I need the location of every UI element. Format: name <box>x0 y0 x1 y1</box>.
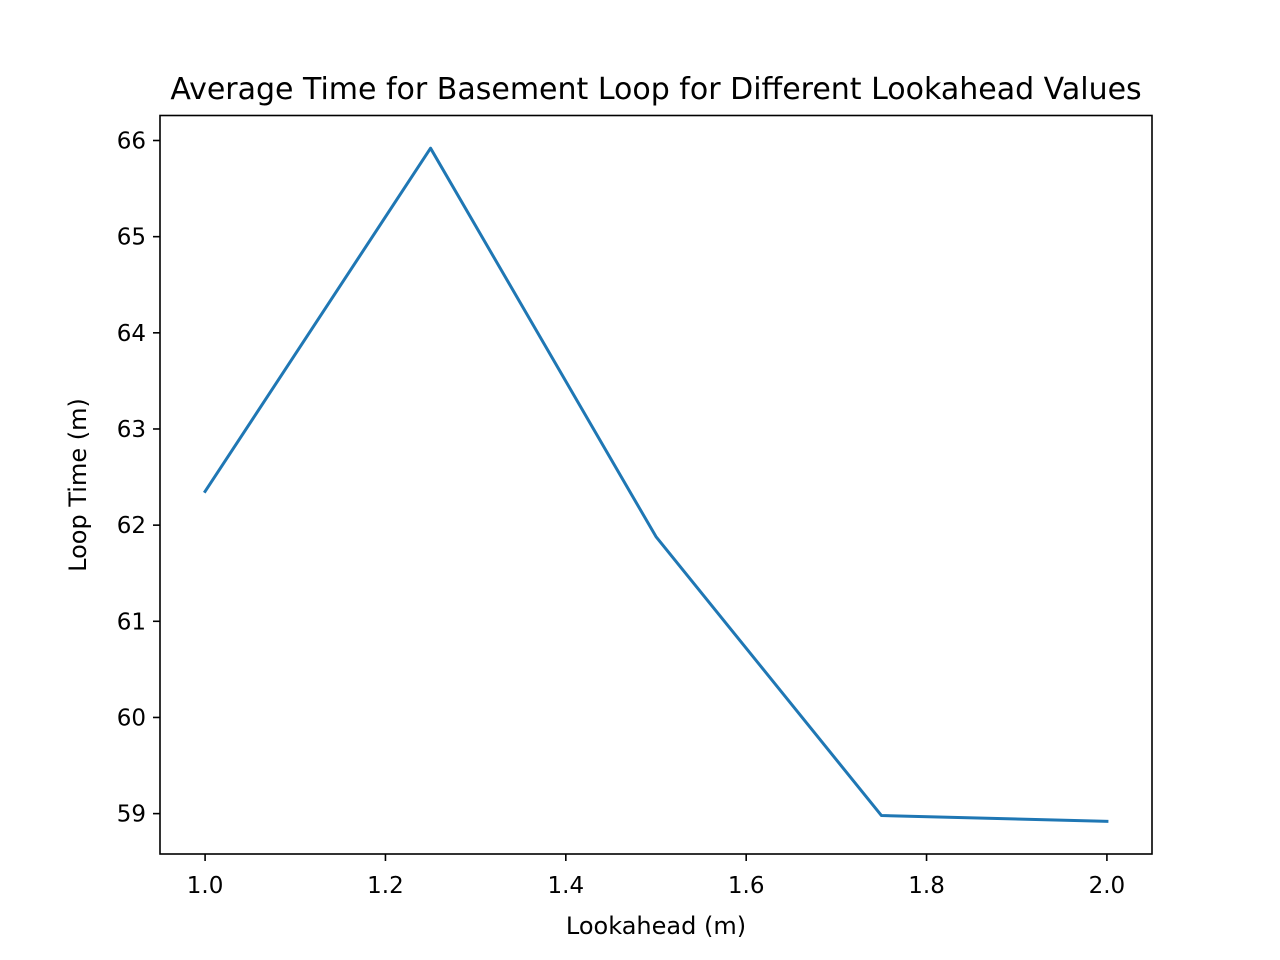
y-tick-label: 61 <box>117 609 146 635</box>
series-layer <box>203 146 1109 823</box>
y-tick-label: 60 <box>117 705 146 731</box>
plot-frame <box>159 114 1153 855</box>
plot-area <box>159 114 1153 855</box>
y-axis-label: Loop Time (m) <box>64 398 92 572</box>
y-tick-label: 63 <box>117 417 146 443</box>
y-tick-label: 62 <box>117 513 146 539</box>
y-tick-label: 59 <box>117 802 146 828</box>
x-tick-label: 2.0 <box>1089 873 1126 899</box>
y-axis: 59 60 61 62 63 64 65 66 <box>117 129 160 828</box>
series-line-0 <box>203 146 1109 823</box>
chart-title: Average Time for Basement Loop for Diffe… <box>170 72 1141 107</box>
x-axis-label: Lookahead (m) <box>566 912 746 940</box>
y-tick-label: 65 <box>117 225 146 251</box>
x-axis: 1.0 1.2 1.4 1.6 1.8 2.0 <box>187 854 1125 899</box>
y-tick-label: 66 <box>117 129 146 155</box>
x-tick-label: 1.4 <box>548 873 585 899</box>
x-tick-label: 1.2 <box>367 873 404 899</box>
x-tick-label: 1.8 <box>908 873 945 899</box>
x-tick-label: 1.6 <box>728 873 765 899</box>
y-tick-label: 64 <box>117 321 146 347</box>
x-tick-label: 1.0 <box>187 873 224 899</box>
